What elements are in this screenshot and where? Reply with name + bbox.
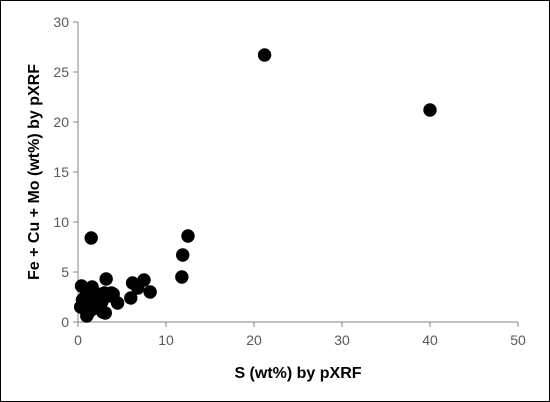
y-tick-label: 5	[61, 264, 69, 280]
x-tick-label: 20	[246, 332, 262, 348]
data-points	[73, 48, 437, 323]
data-point	[110, 296, 125, 310]
data-point	[175, 270, 189, 284]
data-point	[137, 273, 151, 287]
x-tick-label: 30	[334, 332, 350, 348]
y-tick-label: 30	[53, 14, 69, 30]
y-tick-label: 10	[53, 214, 69, 230]
data-point	[143, 285, 157, 299]
data-point	[176, 248, 190, 262]
y-tick-label: 25	[53, 64, 69, 80]
x-axis-ticks: 0 10 20 30 40 50	[74, 322, 526, 348]
x-tick-label: 40	[422, 332, 438, 348]
data-point	[80, 307, 95, 321]
data-point	[181, 229, 195, 243]
y-tick-label: 20	[53, 114, 69, 130]
x-tick-label: 10	[158, 332, 174, 348]
data-point	[99, 272, 113, 286]
data-point	[423, 103, 437, 117]
y-axis-title: Fe + Cu + Mo (wt%) by pXRF	[26, 64, 43, 280]
y-tick-label: 0	[61, 314, 69, 330]
data-point	[257, 48, 272, 62]
y-tick-label: 15	[53, 164, 69, 180]
data-point	[124, 291, 138, 305]
x-axis-title: S (wt%) by pXRF	[234, 365, 361, 382]
x-tick-label: 0	[74, 332, 82, 348]
x-tick-label: 50	[510, 332, 526, 348]
data-point	[84, 231, 98, 245]
y-axis-ticks: 0 5 10 15 20 25 30	[53, 14, 78, 330]
data-point	[98, 306, 112, 320]
